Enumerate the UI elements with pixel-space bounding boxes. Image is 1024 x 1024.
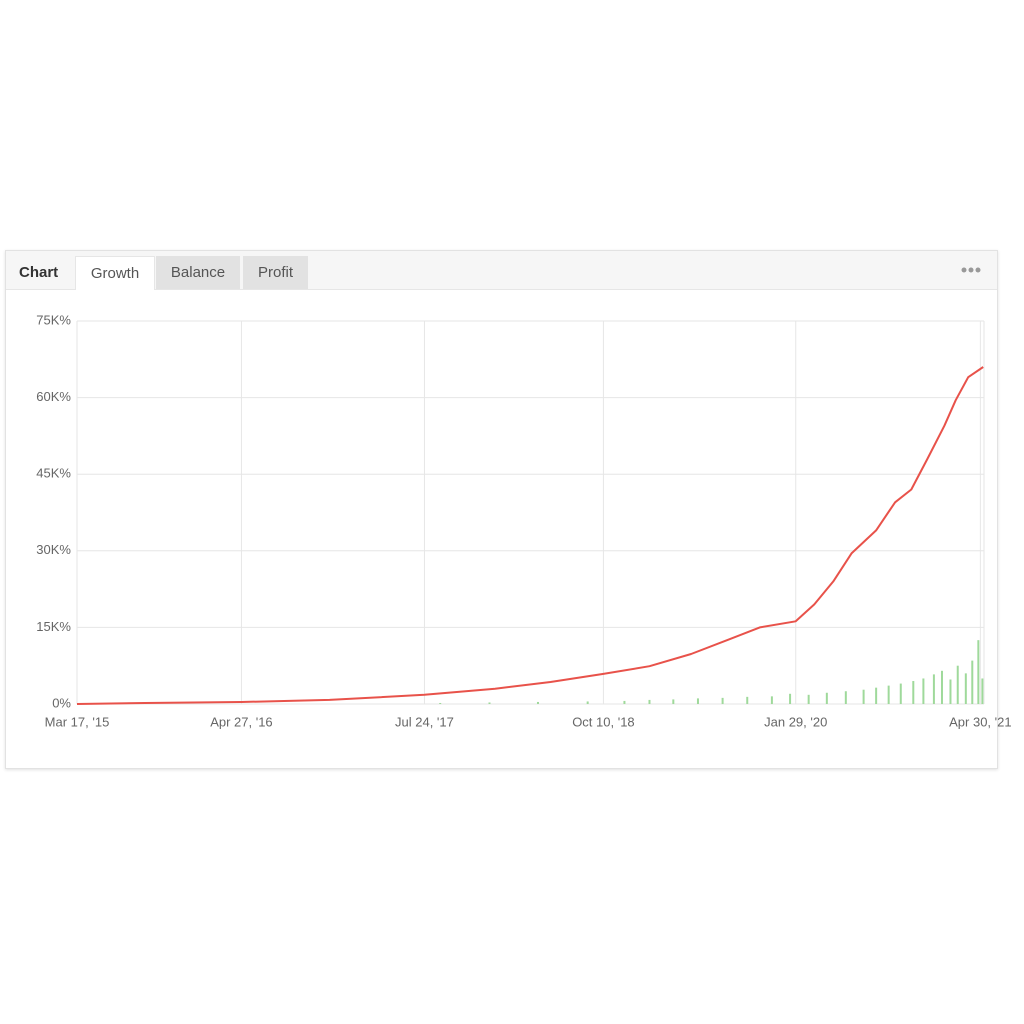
bar (949, 679, 952, 704)
bar (956, 665, 959, 704)
x-tick-label: Apr 27, '16 (210, 714, 272, 729)
bar (789, 693, 792, 704)
x-tick-label: Oct 10, '18 (572, 714, 634, 729)
bar (586, 701, 589, 704)
bar (721, 697, 724, 704)
tab-bar: Chart Growth Balance Profit (6, 251, 997, 290)
bar (770, 696, 773, 704)
y-tick-label: 15K% (36, 619, 71, 634)
bar (844, 691, 847, 704)
bar (488, 702, 491, 704)
bar (648, 699, 651, 704)
y-tick-label: 75K% (36, 312, 71, 327)
tab-bar-label: Chart (19, 264, 59, 281)
bar (439, 702, 442, 704)
bar (536, 701, 539, 704)
tab-growth[interactable]: Growth (75, 256, 155, 290)
bar (981, 678, 984, 704)
bar (887, 685, 890, 704)
bar (912, 681, 915, 704)
x-tick-label: Mar 17, '15 (45, 714, 110, 729)
x-tick-label: Apr 30, '21 (949, 714, 1011, 729)
y-tick-label: 30K% (36, 542, 71, 557)
chart-card: Chart Growth Balance Profit (5, 250, 998, 769)
bar (672, 699, 675, 704)
bar (964, 673, 967, 704)
bar (940, 670, 943, 704)
bar (623, 700, 626, 704)
bar (862, 689, 865, 704)
bar (746, 696, 749, 704)
bar (807, 694, 810, 704)
y-tick-label: 60K% (36, 389, 71, 404)
bar (932, 674, 935, 704)
y-tick-label: 0% (52, 695, 71, 710)
bar (696, 698, 699, 704)
x-tick-label: Jul 24, '17 (395, 714, 454, 729)
bar (922, 678, 925, 704)
y-tick-label: 45K% (36, 466, 71, 481)
bar (971, 660, 974, 704)
bar (875, 687, 878, 704)
bar (825, 692, 828, 704)
menu-icon[interactable] (956, 261, 996, 281)
bar (899, 683, 902, 704)
growth-line (76, 366, 984, 705)
x-tick-label: Jan 29, '20 (764, 714, 827, 729)
tab-balance[interactable]: Balance (156, 256, 240, 289)
tab-profit[interactable]: Profit (243, 256, 308, 289)
bar (977, 640, 980, 704)
